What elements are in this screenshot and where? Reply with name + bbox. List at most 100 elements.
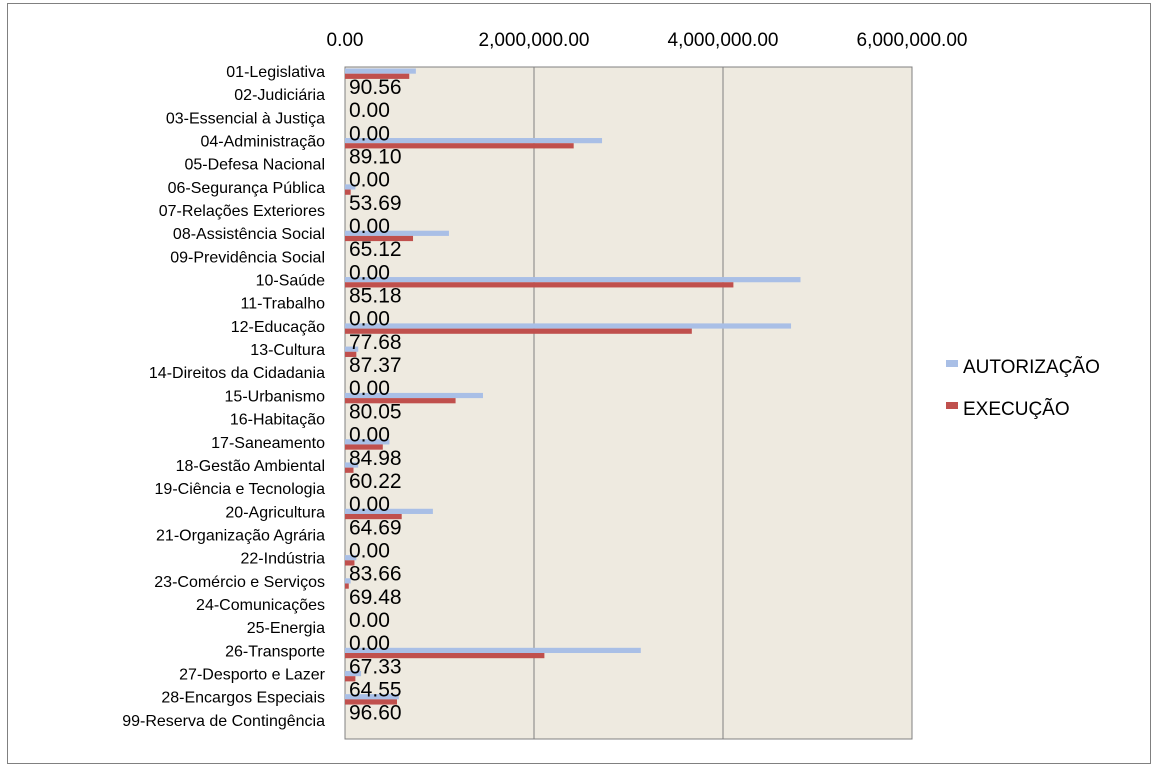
bar-autorizacao (345, 138, 603, 144)
category-label: 28-Encargos Especiais (161, 690, 325, 707)
category-label: 21-Organização Agrária (156, 527, 325, 544)
bar-autorizacao (345, 277, 801, 283)
legend-swatch (946, 360, 958, 367)
data-label: 87.37 (349, 354, 402, 377)
category-label: 16-Habitação (230, 412, 325, 429)
data-label: 85.18 (349, 285, 402, 308)
data-label: 0.00 (349, 609, 390, 632)
data-label: 77.68 (349, 331, 402, 354)
bar-execucao (345, 328, 692, 334)
data-label: 0.00 (349, 215, 390, 238)
bar-autorizacao (345, 462, 359, 468)
data-label: 0.00 (349, 539, 390, 562)
data-label: 0.00 (349, 122, 390, 145)
category-label: 18-Gestão Ambiental (176, 458, 325, 475)
data-label: 0.00 (349, 261, 390, 284)
category-label: 19-Ciência e Tecnologia (155, 481, 326, 498)
data-label: 89.10 (349, 146, 402, 169)
category-label: 10-Saúde (256, 273, 325, 290)
bar-autorizacao (345, 230, 449, 236)
bars (345, 68, 801, 705)
data-label: 0.00 (349, 99, 390, 122)
x-tick-label: 2,000,000.00 (479, 30, 590, 51)
category-label: 02-Judiciária (234, 87, 325, 104)
data-label: 53.69 (349, 192, 402, 215)
bar-autorizacao (345, 346, 359, 352)
data-label: 64.55 (349, 678, 402, 701)
category-label: 12-Educação (231, 319, 325, 336)
data-label: 69.48 (349, 586, 402, 609)
bar-autorizacao (345, 68, 416, 74)
data-label: 0.00 (349, 424, 390, 447)
data-label: 65.12 (349, 238, 402, 261)
category-label: 27-Desporto e Lazer (179, 666, 326, 683)
bar-execucao (345, 73, 410, 79)
bar-execucao (345, 444, 383, 450)
data-label: 67.33 (349, 655, 402, 678)
category-label: 23-Comércio e Serviços (154, 574, 325, 591)
bar-execucao (345, 467, 354, 473)
category-label: 13-Cultura (250, 342, 325, 359)
legend-swatch (946, 402, 958, 409)
category-label: 04-Administração (201, 134, 326, 151)
legend-label: AUTORIZAÇÃO (963, 356, 1100, 378)
bar-autorizacao (345, 670, 362, 677)
category-label: 11-Trabalho (241, 296, 326, 313)
bar-execucao (345, 351, 357, 357)
legend-label: EXECUÇÃO (963, 398, 1070, 420)
bar-autorizacao (345, 184, 356, 190)
data-label: 0.00 (349, 169, 390, 192)
category-label: 99-Reserva de Contingência (122, 713, 325, 730)
category-label: 08-Assistência Social (173, 226, 325, 243)
bar-execucao (345, 282, 734, 288)
x-tick-label: 4,000,000.00 (668, 30, 779, 51)
category-label: 06-Segurança Pública (168, 180, 326, 197)
bar-autorizacao (345, 647, 641, 654)
category-label: 17-Saneamento (211, 435, 325, 452)
bar-execucao (345, 699, 397, 705)
bar-execucao (345, 143, 574, 149)
bar-execucao (345, 653, 545, 659)
x-tick-label: 0.00 (327, 30, 364, 51)
bar-execucao (345, 189, 351, 195)
data-label: 80.05 (349, 400, 402, 423)
category-label: 26-Transporte (225, 643, 325, 660)
data-label: 90.56 (349, 76, 402, 99)
bar-execucao (345, 560, 355, 566)
gridlines (533, 67, 724, 739)
data-label: 96.60 (349, 702, 402, 725)
category-labels: 01-Legislativa 02-Judiciária 03-Essencial … (122, 64, 325, 730)
category-label: 07-Relações Exteriores (159, 203, 325, 220)
data-label: 60.22 (349, 470, 402, 493)
bar-autorizacao (345, 555, 357, 561)
category-label: 01-Legislativa (226, 64, 325, 81)
bar-execucao (345, 676, 356, 682)
bar-autorizacao (345, 323, 792, 329)
data-label: 0.00 (349, 377, 390, 400)
bar-autorizacao (345, 694, 399, 700)
data-label: 84.98 (349, 447, 402, 470)
data-label: 0.00 (349, 632, 390, 655)
x-axis-ticks: 0.00 2,000,000.00 4,000,000.00 6,000,000.00 (327, 30, 968, 51)
x-tick-label: 6,000,000.00 (857, 30, 968, 51)
bar-autorizacao (345, 508, 433, 514)
category-label: 14-Direitos da Cidadania (149, 365, 325, 382)
category-label: 05-Defesa Nacional (184, 157, 325, 174)
bar-autorizacao (345, 578, 351, 584)
category-label: 22-Indústria (241, 551, 326, 568)
data-label: 0.00 (349, 493, 390, 516)
bar-execucao (345, 513, 402, 520)
category-label: 03-Essencial à Justiça (166, 110, 325, 127)
data-labels: 90.560.000.0089.100.0053.690.0065.120.00… (349, 76, 402, 725)
bar-autorizacao (345, 392, 483, 399)
category-label: 24-Comunicações (196, 597, 325, 614)
bar-execucao (345, 398, 456, 404)
bar-execucao (345, 583, 349, 589)
data-label: 83.66 (349, 563, 402, 586)
category-label: 15-Urbanismo (225, 388, 326, 405)
data-label: 0.00 (349, 308, 390, 331)
data-label: 64.69 (349, 516, 402, 539)
bar-autorizacao (345, 439, 390, 445)
